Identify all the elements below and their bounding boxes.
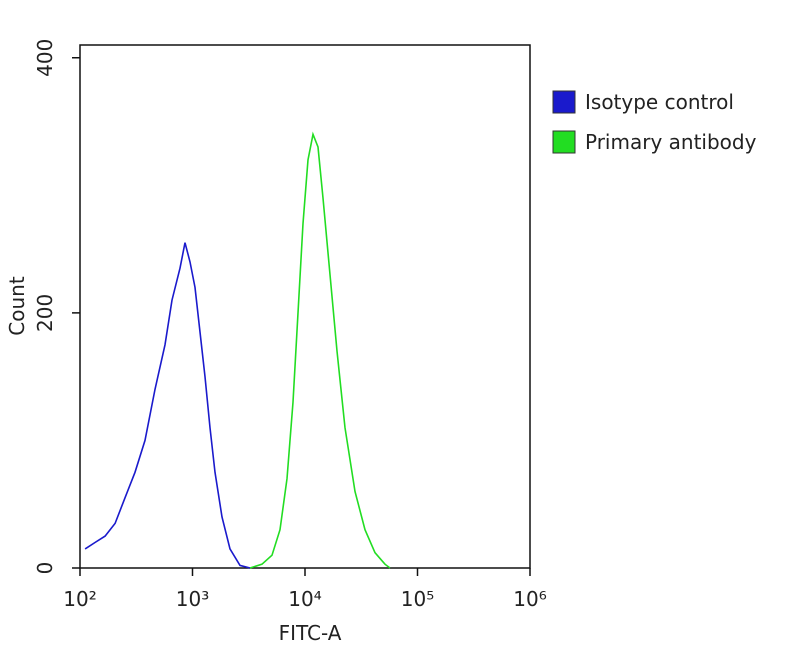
legend-swatch — [552, 130, 576, 154]
x-axis-label: FITC-A — [279, 621, 342, 645]
x-tick-label: 10² — [63, 587, 96, 611]
histogram-line — [84, 242, 251, 569]
y-tick-label: 200 — [33, 294, 57, 332]
x-tick-label: 10⁶ — [513, 587, 546, 611]
y-tick-label: 0 — [33, 562, 57, 575]
x-tick-label: 10⁴ — [288, 587, 321, 611]
x-tick-label: 10⁵ — [401, 587, 434, 611]
y-tick-label: 400 — [33, 39, 57, 77]
legend-label: Primary antibody — [585, 130, 757, 154]
histogram-line — [249, 131, 391, 569]
y-axis-label: Count — [5, 276, 29, 336]
plot-frame — [79, 44, 531, 569]
legend-swatch — [552, 90, 576, 114]
legend-label: Isotype control — [585, 90, 734, 114]
x-tick-label: 10³ — [176, 587, 209, 611]
